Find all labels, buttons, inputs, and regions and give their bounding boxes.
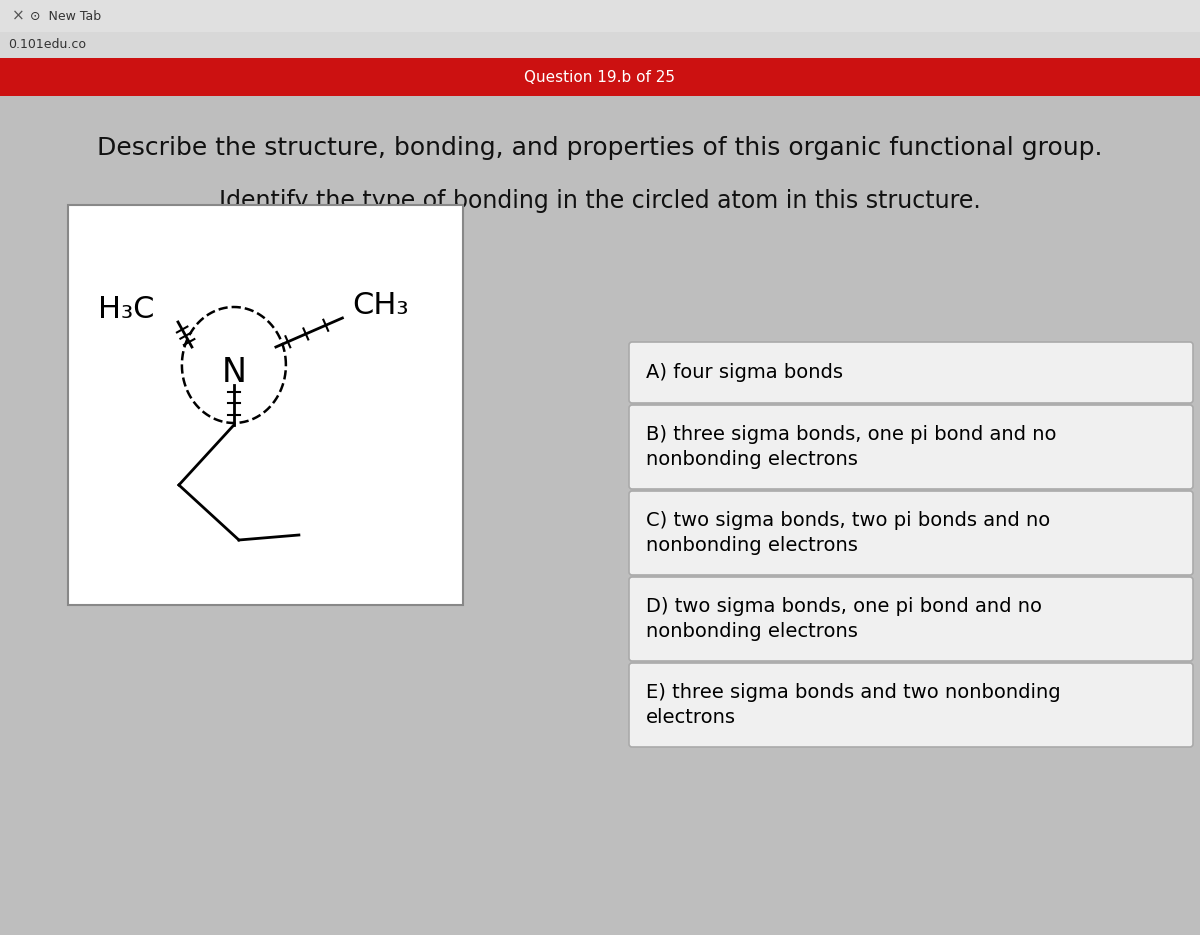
Text: B) three sigma bonds, one pi bond and no
nonbonding electrons: B) three sigma bonds, one pi bond and no… xyxy=(646,425,1056,469)
FancyBboxPatch shape xyxy=(629,577,1193,661)
Text: N: N xyxy=(222,356,246,390)
FancyBboxPatch shape xyxy=(629,663,1193,747)
Text: A) four sigma bonds: A) four sigma bonds xyxy=(646,363,842,382)
FancyBboxPatch shape xyxy=(629,405,1193,489)
Text: 0.101edu.co: 0.101edu.co xyxy=(8,38,86,51)
Bar xyxy=(0,58,1200,96)
Text: CH₃: CH₃ xyxy=(353,291,409,320)
Text: ⊙  New Tab: ⊙ New Tab xyxy=(30,9,101,22)
Text: Identify the type of bonding in the circled atom in this structure.: Identify the type of bonding in the circ… xyxy=(220,189,980,213)
FancyBboxPatch shape xyxy=(629,491,1193,575)
Text: H₃C: H₃C xyxy=(98,295,155,324)
FancyBboxPatch shape xyxy=(629,342,1193,403)
Bar xyxy=(0,0,1200,32)
FancyBboxPatch shape xyxy=(68,205,463,605)
Text: ×: × xyxy=(12,8,25,23)
Text: E) three sigma bonds and two nonbonding
electrons: E) three sigma bonds and two nonbonding … xyxy=(646,683,1061,727)
Text: D) two sigma bonds, one pi bond and no
nonbonding electrons: D) two sigma bonds, one pi bond and no n… xyxy=(646,597,1042,641)
Text: C) two sigma bonds, two pi bonds and no
nonbonding electrons: C) two sigma bonds, two pi bonds and no … xyxy=(646,511,1050,555)
Text: Describe the structure, bonding, and properties of this organic functional group: Describe the structure, bonding, and pro… xyxy=(97,136,1103,160)
Text: Question 19.b of 25: Question 19.b of 25 xyxy=(524,69,676,84)
Bar xyxy=(0,32,1200,58)
